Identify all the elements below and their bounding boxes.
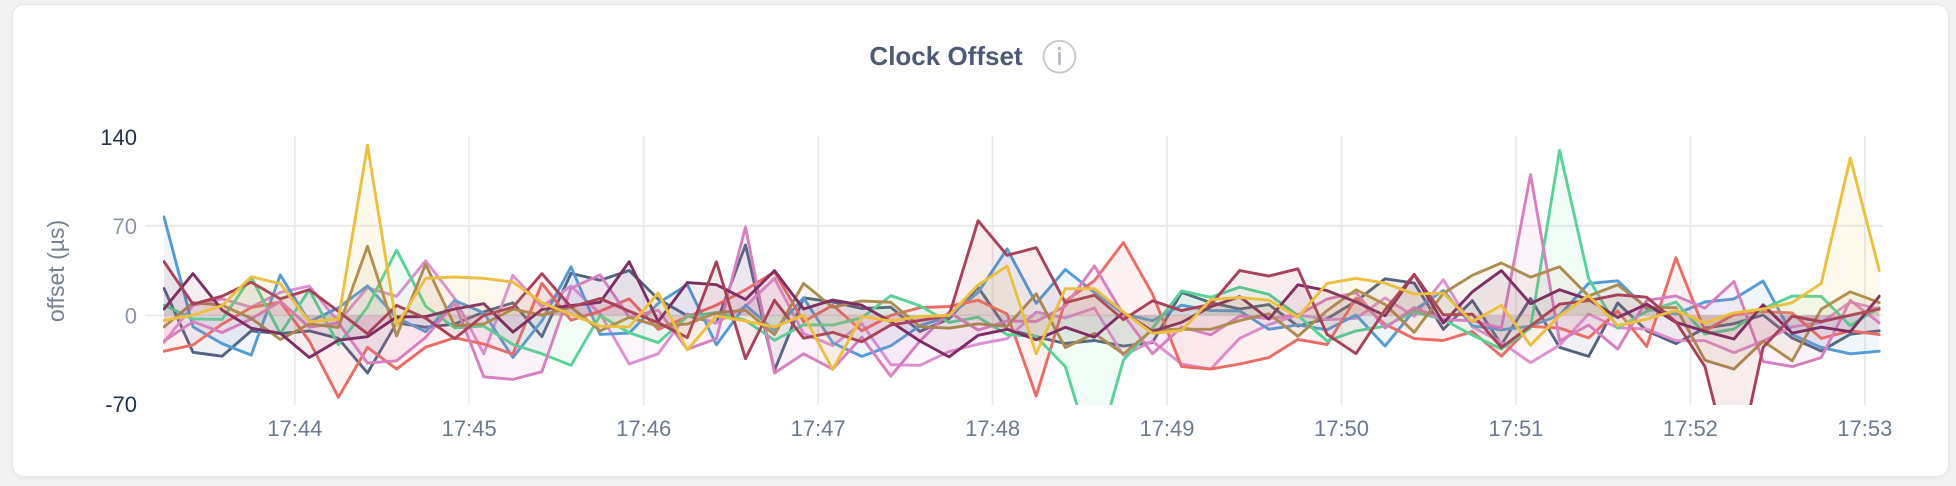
svg-text:0: 0 <box>125 303 137 328</box>
svg-text:17:47: 17:47 <box>791 416 846 441</box>
svg-text:17:46: 17:46 <box>616 416 671 441</box>
svg-text:17:52: 17:52 <box>1663 416 1718 441</box>
svg-text:17:51: 17:51 <box>1488 416 1543 441</box>
svg-text:17:48: 17:48 <box>965 416 1020 441</box>
svg-text:140: 140 <box>100 125 137 150</box>
svg-text:17:50: 17:50 <box>1314 416 1369 441</box>
svg-text:17:53: 17:53 <box>1837 416 1892 441</box>
svg-text:70: 70 <box>113 214 137 239</box>
svg-text:offset (µs): offset (µs) <box>43 220 69 322</box>
svg-text:17:44: 17:44 <box>267 416 322 441</box>
svg-text:17:45: 17:45 <box>442 416 497 441</box>
svg-text:-70: -70 <box>105 392 137 417</box>
svg-text:17:49: 17:49 <box>1139 416 1194 441</box>
